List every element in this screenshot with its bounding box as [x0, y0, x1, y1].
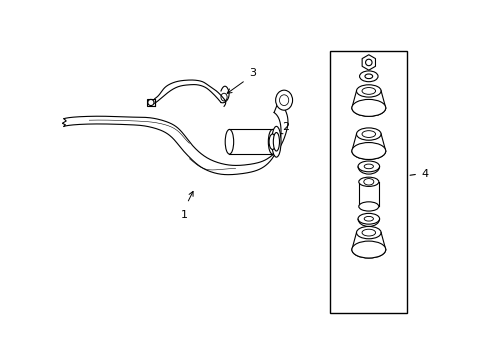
- Ellipse shape: [351, 241, 385, 258]
- Ellipse shape: [358, 202, 378, 211]
- Ellipse shape: [357, 213, 379, 224]
- Ellipse shape: [268, 134, 275, 149]
- Ellipse shape: [356, 226, 380, 239]
- Ellipse shape: [271, 126, 281, 157]
- Text: 2: 2: [282, 122, 289, 132]
- Ellipse shape: [364, 74, 372, 78]
- Ellipse shape: [364, 216, 373, 221]
- Ellipse shape: [364, 164, 373, 169]
- Ellipse shape: [358, 177, 378, 186]
- Ellipse shape: [357, 161, 379, 172]
- Ellipse shape: [225, 130, 233, 154]
- Ellipse shape: [359, 71, 377, 82]
- Ellipse shape: [363, 179, 373, 185]
- Ellipse shape: [351, 99, 385, 116]
- Bar: [329, 51, 407, 313]
- Text: 4: 4: [420, 169, 427, 179]
- Ellipse shape: [361, 87, 375, 94]
- Ellipse shape: [273, 132, 279, 151]
- Ellipse shape: [365, 59, 371, 66]
- Ellipse shape: [356, 128, 380, 140]
- Text: 3: 3: [248, 68, 255, 78]
- Ellipse shape: [275, 90, 292, 110]
- Text: 1: 1: [180, 210, 187, 220]
- Ellipse shape: [351, 143, 385, 159]
- Ellipse shape: [356, 85, 380, 97]
- Ellipse shape: [268, 130, 276, 154]
- Ellipse shape: [361, 131, 375, 138]
- Ellipse shape: [361, 229, 375, 236]
